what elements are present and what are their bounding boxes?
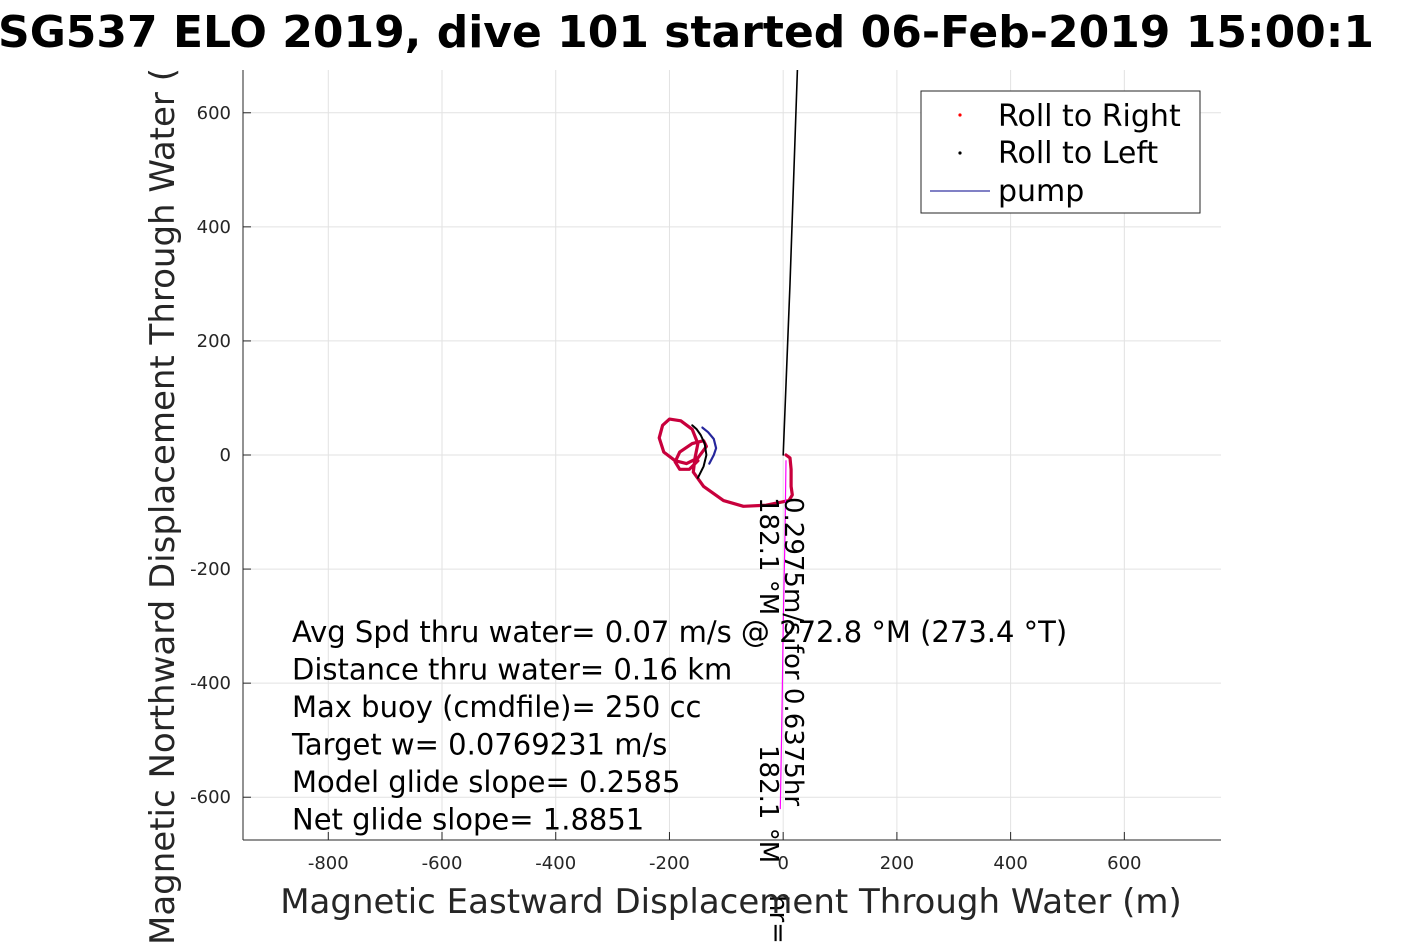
- rotated-annotation: 182.1 °M: [753, 497, 783, 615]
- stat-annotation: Model glide slope= 0.2585: [292, 765, 680, 799]
- series-layer: [657, 70, 799, 810]
- legend-marker-roll-right: [958, 113, 962, 117]
- legend-marker-roll-left: [958, 151, 962, 155]
- series-line-2: [701, 426, 718, 465]
- y-tick-label: -200: [190, 559, 231, 580]
- series-line-3: [782, 70, 799, 456]
- legend-label-roll-left: Roll to Left: [998, 136, 1158, 171]
- legend-label-roll-right: Roll to Right: [998, 99, 1181, 134]
- x-ticks: -800 -600 -400 -200 0 200 400 600: [308, 832, 1142, 874]
- y-axis-label: Magnetic Northward Displacement Through …: [143, 68, 183, 945]
- x-tick-label: 200: [880, 853, 914, 874]
- y-tick-label: 200: [197, 331, 231, 352]
- rotated-annotation: hr=0: [763, 895, 793, 945]
- legend-label-pump: pump: [998, 174, 1084, 209]
- x-tick-label: -200: [649, 853, 690, 874]
- chart-title: SG537 ELO 2019, dive 101 started 06-Feb-…: [0, 7, 1374, 58]
- x-tick-label: 0: [777, 853, 788, 874]
- x-tick-label: 400: [993, 853, 1027, 874]
- stats-annotations: Avg Spd thru water= 0.07 m/s @ 272.8 °M …: [291, 615, 1067, 837]
- x-tick-label: -800: [308, 853, 349, 874]
- x-tick-label: -400: [535, 853, 576, 874]
- series-line-1: [691, 424, 708, 479]
- stat-annotation: Distance thru water= 0.16 km: [292, 653, 732, 687]
- stat-annotation: Target w= 0.0769231 m/s: [291, 728, 667, 762]
- y-tick-label: 0: [220, 445, 231, 466]
- y-tick-label: -600: [190, 787, 231, 808]
- y-ticks: -600 -400 -200 0 200 400 600: [190, 103, 251, 808]
- y-tick-label: 600: [197, 103, 231, 124]
- series-line-0: [657, 417, 794, 508]
- y-grid: [243, 112, 1221, 798]
- stat-annotation: Max buoy (cmdfile)= 250 cc: [292, 690, 701, 724]
- y-tick-label: -400: [190, 673, 231, 694]
- legend-box: [920, 90, 1201, 214]
- x-axis-label: Magnetic Eastward Displacement Through W…: [280, 882, 1182, 922]
- y-tick-label: 400: [197, 217, 231, 238]
- x-tick-label: -600: [422, 853, 463, 874]
- stat-annotation: Avg Spd thru water= 0.07 m/s @ 272.8 °M …: [292, 615, 1067, 649]
- rotated-annotation: 182.1 °M: [753, 745, 783, 863]
- legend: Roll to Right Roll to Left pump: [920, 90, 1201, 214]
- series-line-4: [779, 460, 787, 810]
- x-tick-label: 600: [1107, 853, 1141, 874]
- stat-annotation: Net glide slope= 1.8851: [292, 803, 644, 837]
- rotated-annotation: 0.2975m/s for 0.6375hr: [778, 497, 808, 806]
